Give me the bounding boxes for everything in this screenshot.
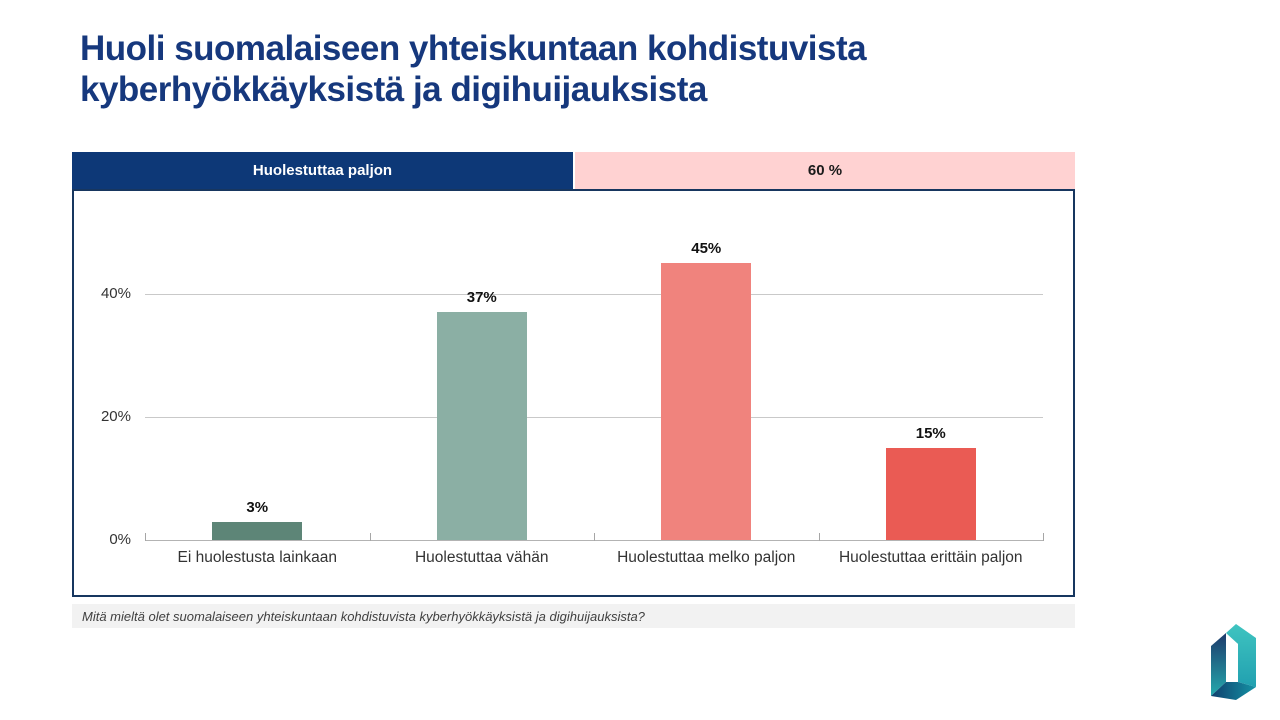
bar xyxy=(885,447,976,540)
summary-bar: Huolestuttaa paljon 60 % xyxy=(72,152,1075,189)
category-label: Huolestuttaa erittäin paljon xyxy=(838,549,1023,566)
category-label: Huolestuttaa vähän xyxy=(414,549,549,566)
x-axis-tick xyxy=(1043,533,1044,541)
y-axis-label: 0% xyxy=(109,531,131,548)
category-label: Huolestuttaa melko paljon xyxy=(617,549,796,566)
category-label: Ei huolestusta lainkaan xyxy=(177,549,337,566)
bar-value-label: 15% xyxy=(915,424,946,442)
gridline xyxy=(145,416,1043,418)
x-axis-tick xyxy=(369,533,371,541)
summary-value: 60 % xyxy=(573,152,1075,189)
summary-label: Huolestuttaa paljon xyxy=(72,152,573,189)
chart-panel: 0% 20% 40% 3% Ei huolestusta lainkaan 37% Huol… xyxy=(72,189,1075,597)
y-axis-label: 20% xyxy=(100,407,131,425)
bar-value-label: 45% xyxy=(691,239,722,257)
x-axis-tick xyxy=(145,533,146,541)
bar xyxy=(436,311,527,540)
x-axis-tick xyxy=(818,533,820,541)
page-title: Huoli suomalaiseen yhteiskuntaan kohdist… xyxy=(80,28,1060,110)
page-title-line-1: Huoli suomalaiseen yhteiskuntaan kohdist… xyxy=(80,29,867,68)
geometric-d-logo xyxy=(1211,624,1256,700)
page-title-line-2: kyberhyökkäyksistä ja digihuijauksista xyxy=(80,70,707,109)
bar-value-label: 37% xyxy=(466,288,497,306)
footer-bar: Mitä mieltä olet suomalaiseen yhteiskunt… xyxy=(72,604,1075,628)
y-axis-label: 40% xyxy=(100,284,131,302)
gridline xyxy=(145,293,1043,295)
bar-value-label: 3% xyxy=(246,498,269,516)
survey-question: Mitä mieltä olet suomalaiseen yhteiskunt… xyxy=(82,608,645,624)
x-axis-tick xyxy=(594,533,595,541)
bar-chart: 0% 20% 40% 3% Ei huolestusta lainkaan 37% Huol… xyxy=(74,191,1073,595)
bar xyxy=(212,521,303,540)
bar xyxy=(661,262,752,540)
